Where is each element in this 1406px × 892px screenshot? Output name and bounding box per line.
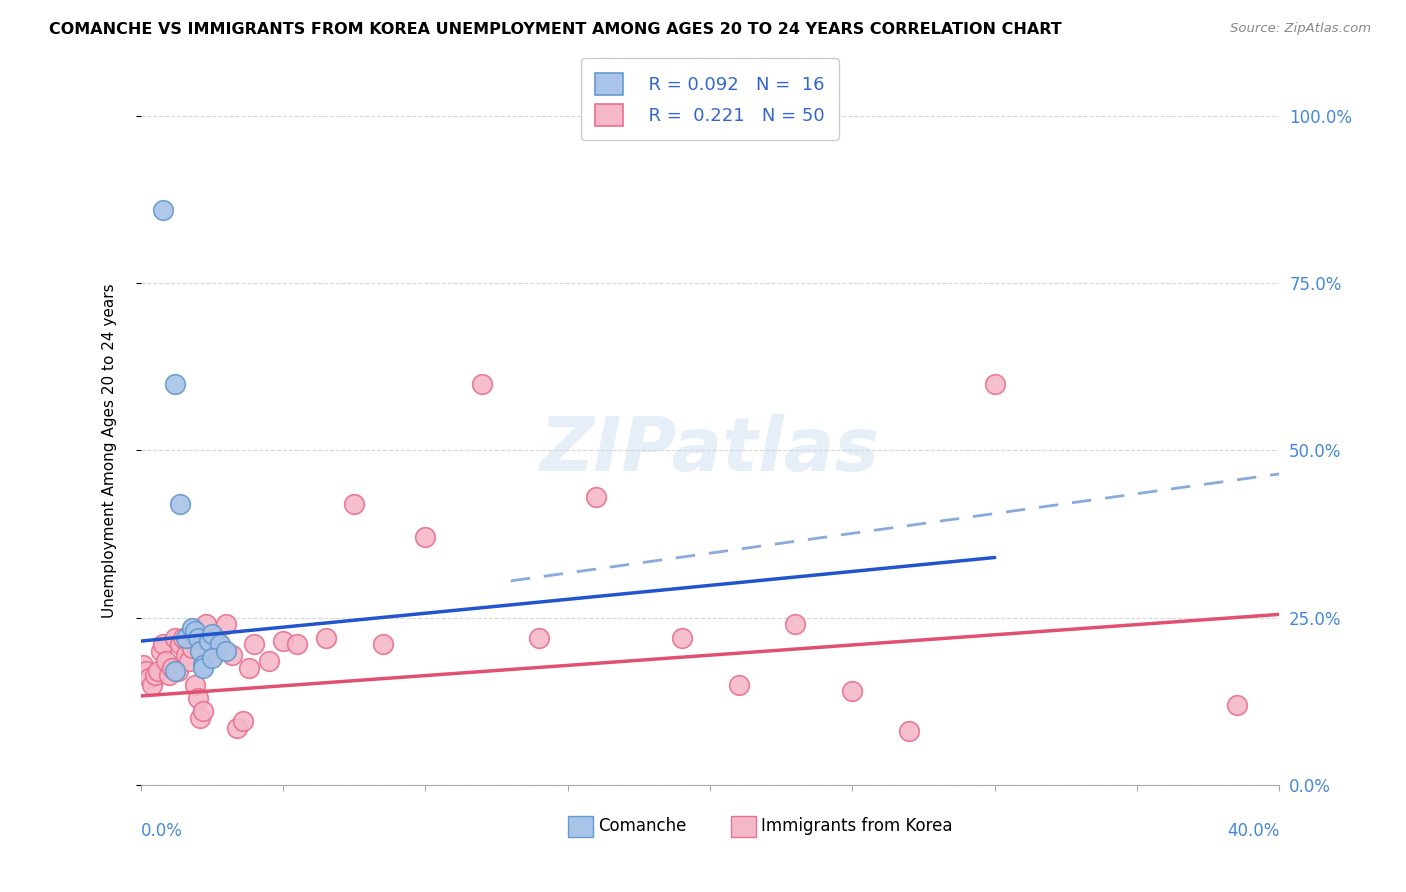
Point	[160, 661, 183, 675]
Point	[1226, 698, 1249, 712]
Point	[204, 631, 226, 645]
Point	[180, 640, 202, 655]
Point	[232, 714, 254, 729]
Point	[343, 497, 366, 511]
Point	[183, 678, 205, 692]
Point	[198, 634, 221, 648]
Point	[169, 637, 191, 651]
Point	[143, 667, 166, 681]
Point	[727, 678, 749, 692]
Point	[215, 644, 238, 658]
Point	[193, 705, 215, 719]
Point	[157, 667, 180, 681]
Point	[201, 648, 224, 662]
Point	[671, 631, 693, 645]
Text: Comanche: Comanche	[599, 817, 686, 836]
Text: ZIPatlas: ZIPatlas	[540, 414, 880, 487]
Point	[257, 654, 280, 668]
Point	[198, 644, 221, 658]
Point	[135, 664, 157, 679]
Point	[585, 490, 607, 504]
Point	[149, 644, 172, 658]
Point	[215, 617, 238, 632]
Point	[785, 617, 807, 632]
Point	[529, 631, 551, 645]
Point	[238, 661, 260, 675]
Point	[285, 637, 308, 651]
Point	[141, 678, 163, 692]
Point	[190, 711, 212, 725]
Text: COMANCHE VS IMMIGRANTS FROM KOREA UNEMPLOYMENT AMONG AGES 20 TO 24 YEARS CORRELA: COMANCHE VS IMMIGRANTS FROM KOREA UNEMPL…	[49, 22, 1062, 37]
Point	[163, 664, 186, 679]
Point	[152, 637, 174, 651]
Point	[172, 631, 194, 645]
Point	[841, 684, 863, 698]
Point	[169, 497, 191, 511]
Point	[177, 654, 200, 668]
Point	[138, 671, 160, 685]
Text: Immigrants from Korea: Immigrants from Korea	[761, 817, 953, 836]
Point	[132, 657, 155, 672]
Point	[209, 637, 232, 651]
Point	[174, 631, 197, 645]
Point	[186, 690, 209, 705]
Point	[193, 661, 215, 675]
Point	[146, 664, 169, 679]
Point	[898, 724, 921, 739]
Point	[193, 657, 215, 672]
Y-axis label: Unemployment Among Ages 20 to 24 years: Unemployment Among Ages 20 to 24 years	[103, 283, 117, 618]
Point	[371, 637, 394, 651]
Point	[243, 637, 266, 651]
Point	[315, 631, 337, 645]
FancyBboxPatch shape	[568, 815, 593, 837]
Text: 40.0%: 40.0%	[1227, 822, 1279, 839]
Point	[163, 376, 186, 391]
Text: 0.0%: 0.0%	[141, 822, 183, 839]
Point	[201, 651, 224, 665]
Point	[415, 530, 437, 544]
Text: Source: ZipAtlas.com: Source: ZipAtlas.com	[1230, 22, 1371, 36]
Point	[152, 202, 174, 217]
Point	[190, 644, 212, 658]
Point	[186, 631, 209, 645]
Point	[166, 664, 188, 679]
Point	[271, 634, 294, 648]
Point	[155, 654, 177, 668]
Point	[180, 621, 202, 635]
Point	[471, 376, 494, 391]
Point	[226, 721, 249, 735]
Point	[174, 648, 197, 662]
FancyBboxPatch shape	[731, 815, 755, 837]
Point	[201, 627, 224, 641]
Point	[183, 624, 205, 639]
Point	[195, 617, 218, 632]
Legend:   R = 0.092   N =  16,   R =  0.221   N = 50: R = 0.092 N = 16, R = 0.221 N = 50	[581, 58, 839, 140]
Point	[163, 631, 186, 645]
Point	[221, 648, 243, 662]
Point	[209, 640, 232, 655]
Point	[984, 376, 1007, 391]
